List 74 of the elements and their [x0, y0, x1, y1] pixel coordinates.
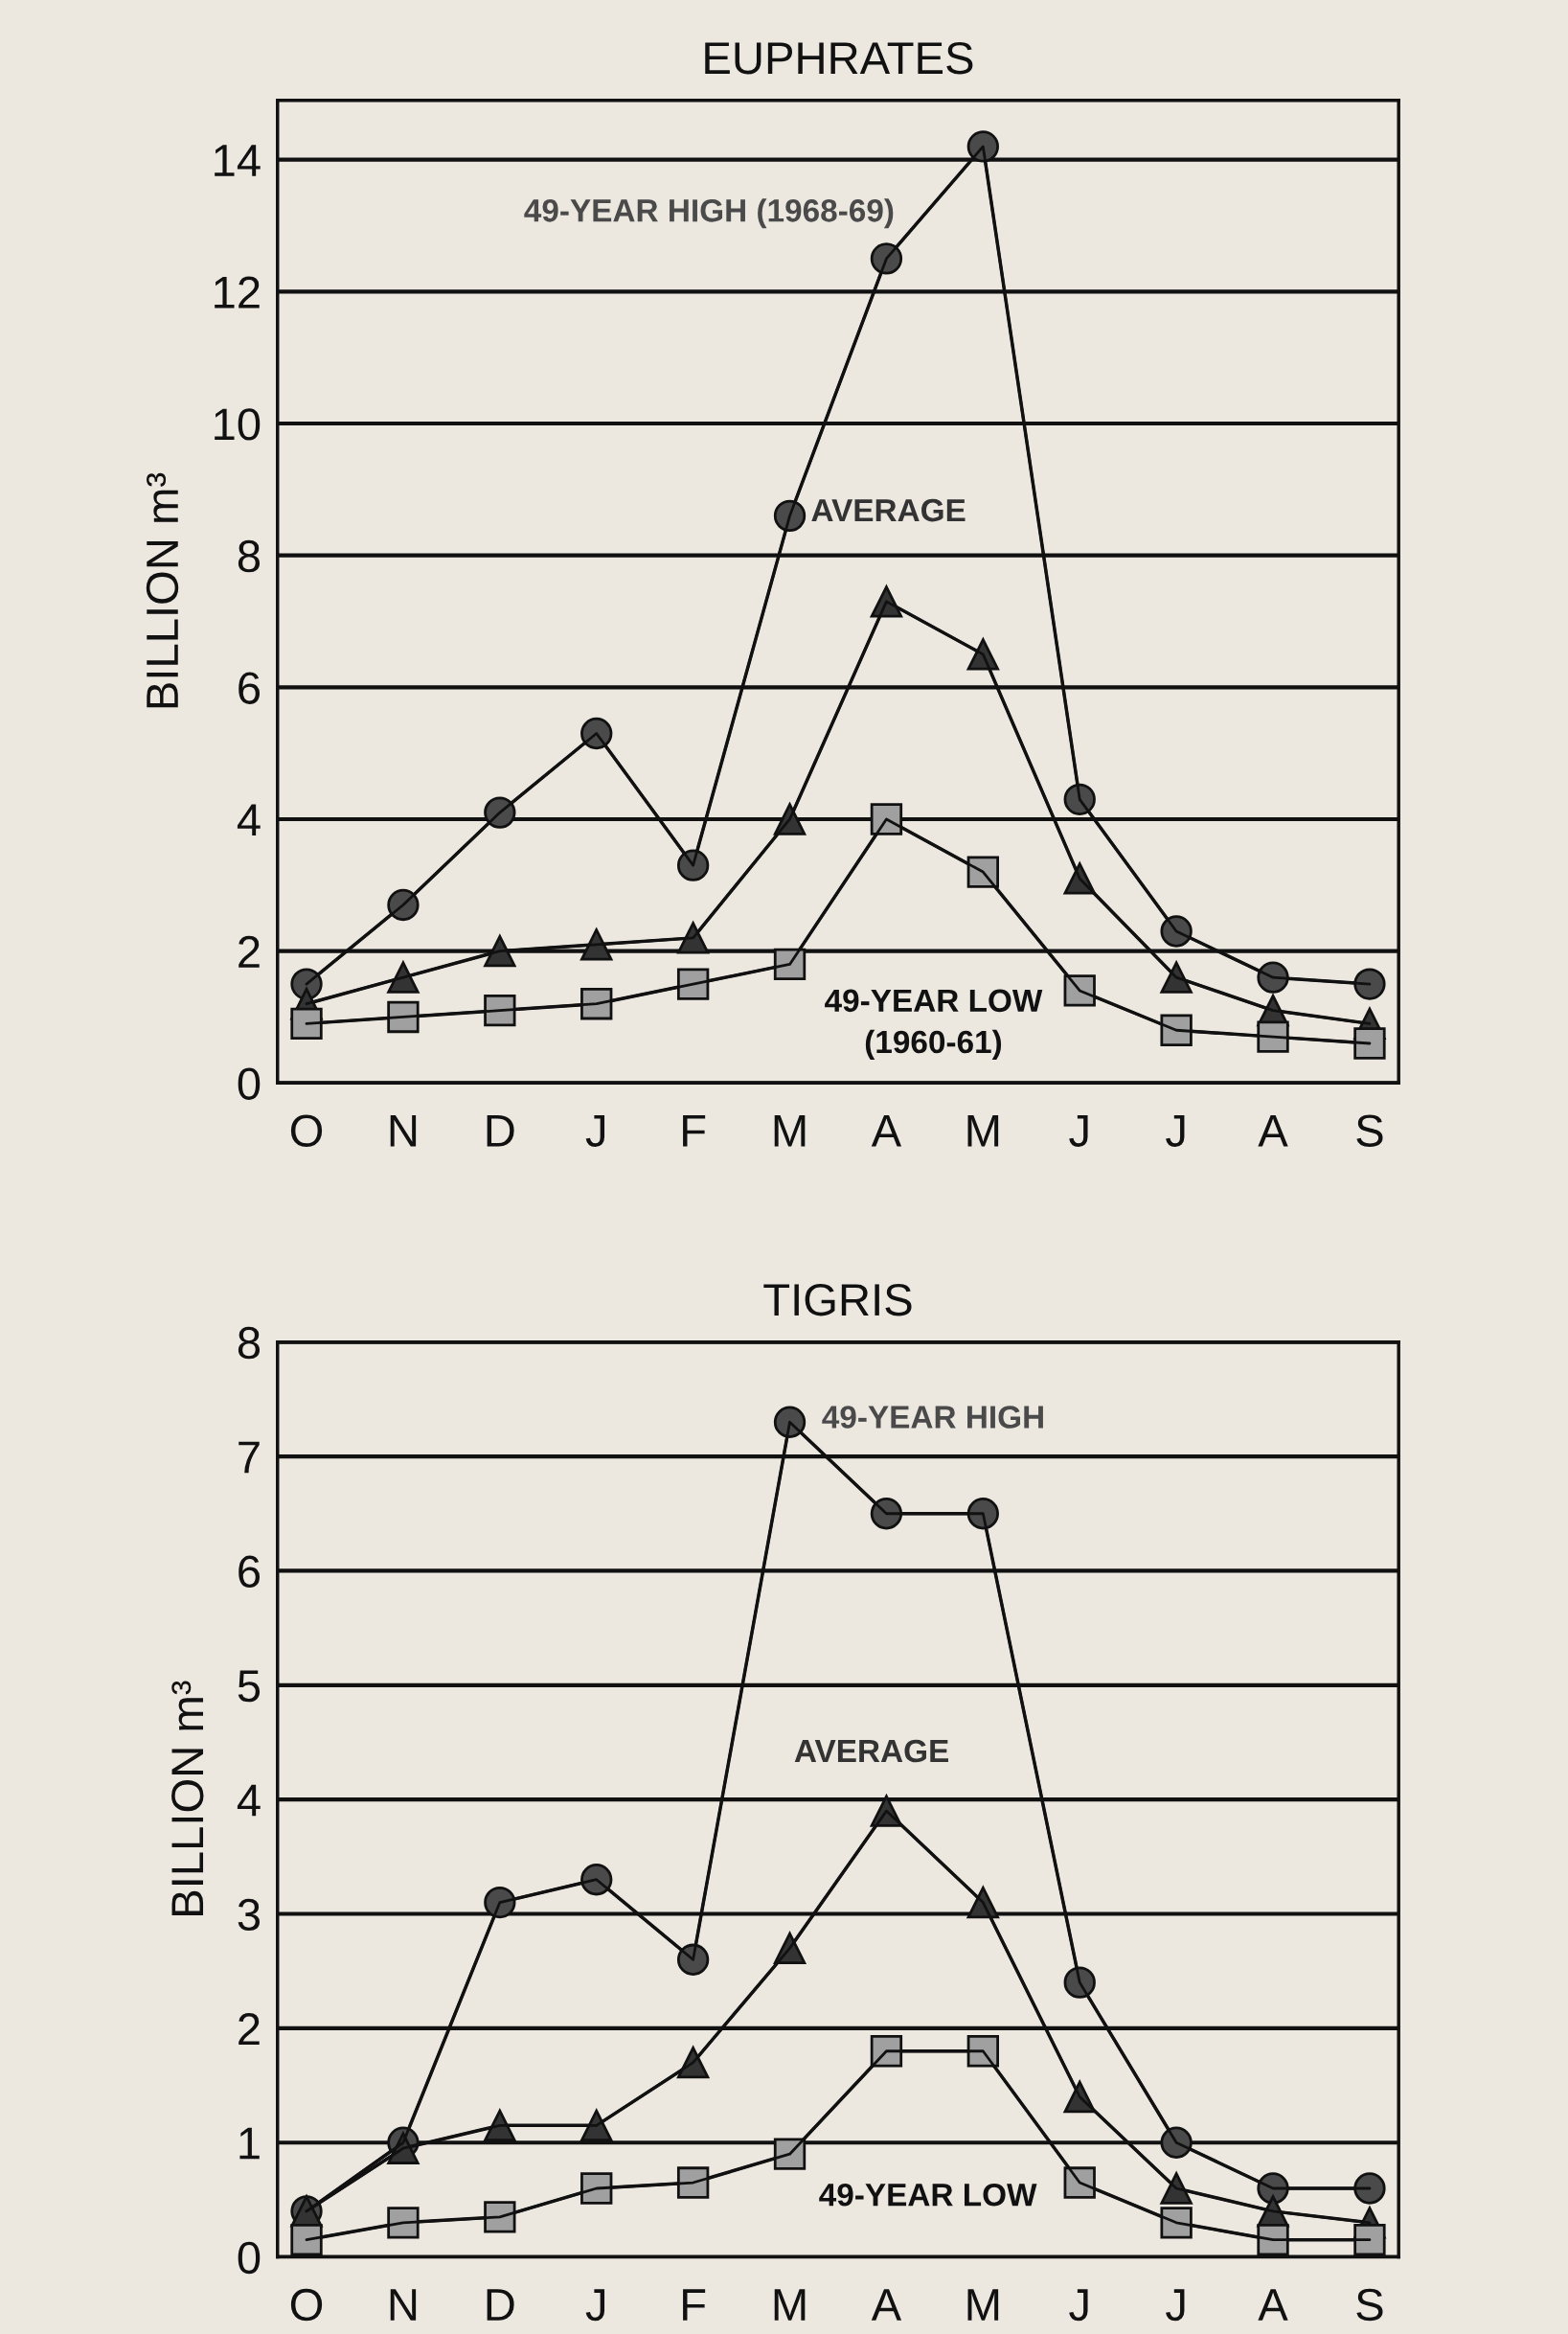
- series-label: 49-YEAR LOW: [819, 2183, 1037, 2207]
- x-tick-label: A: [871, 1114, 902, 1147]
- x-tick-label: J: [585, 1114, 605, 1147]
- y-tick-label: 14: [215, 145, 261, 176]
- x-tick-label: J: [585, 2289, 605, 2322]
- point: [1353, 2172, 1386, 2205]
- point: [484, 2201, 516, 2233]
- series-label: 49-YEAR HIGH (1968-69): [524, 198, 894, 229]
- x-tick-label: O: [290, 1114, 323, 1147]
- point: [1257, 1020, 1289, 1053]
- x-tick-label: A: [1258, 2289, 1288, 2321]
- point: [676, 2166, 710, 2199]
- point: [290, 2224, 323, 2256]
- x-tick-label: M: [774, 2289, 806, 2321]
- x-tick-label: F: [683, 2289, 706, 2321]
- point: [1353, 2224, 1386, 2256]
- point: [676, 922, 710, 954]
- x-tick-label: S: [1356, 2288, 1383, 2322]
- y-tick-label: 4: [237, 1784, 261, 1817]
- y-axis-title: BILLION m³: [171, 1681, 204, 1915]
- chart-title: TIGRIS: [763, 1283, 912, 1316]
- x-tick-label: N: [390, 2289, 417, 2321]
- series-label: AVERAGE: [794, 1739, 948, 1763]
- point: [580, 928, 613, 961]
- point: [676, 968, 710, 1000]
- chart-title: EUPHRATES: [705, 42, 973, 75]
- y-tick-label: 8: [238, 1326, 261, 1360]
- x-tick-label: N: [390, 1114, 417, 1147]
- y-tick-label: 2: [239, 2013, 260, 2045]
- point: [773, 948, 807, 981]
- point: [580, 988, 613, 1020]
- y-tick-label: 2: [239, 935, 260, 968]
- y-tick-label: 10: [215, 408, 261, 441]
- point: [1160, 2207, 1193, 2239]
- y-axis-title: BILLION m³: [146, 472, 179, 708]
- y-tick-label: 8: [238, 539, 261, 573]
- point: [386, 959, 420, 994]
- y-tick-label: 1: [239, 2127, 260, 2160]
- point: [1353, 1027, 1386, 1060]
- point: [387, 2207, 420, 2239]
- point: [580, 2109, 613, 2142]
- x-tick-label: A: [871, 2289, 902, 2321]
- x-tick-label: M: [967, 2289, 999, 2321]
- y-tick-label: 3: [238, 1898, 261, 1932]
- text: AVERAGE: [811, 498, 966, 522]
- series-label: 49-YEAR HIGH: [822, 1406, 1043, 1429]
- point: [1160, 961, 1193, 994]
- point: [1160, 1014, 1193, 1046]
- y-tick-label: 0: [238, 1067, 261, 1100]
- x-tick-label: J: [1069, 2289, 1088, 2322]
- y-tick-label: 6: [239, 672, 261, 704]
- point: [1257, 2224, 1289, 2256]
- series-label: 49-YEAR LOW (1960-61): [825, 989, 1043, 1060]
- y-tick-label: 7: [239, 1441, 260, 1474]
- x-tick-label: F: [683, 1114, 706, 1147]
- point: [484, 994, 516, 1027]
- y-tick-label: 12: [215, 276, 260, 309]
- x-tick-label: M: [967, 1114, 999, 1147]
- x-tick-label: D: [487, 2289, 514, 2321]
- point: [1353, 968, 1386, 1000]
- x-tick-label: J: [1069, 1114, 1088, 1147]
- x-tick-label: D: [487, 1114, 514, 1147]
- x-tick-label: J: [1166, 1114, 1185, 1147]
- y-tick-label: 6: [239, 1555, 261, 1588]
- point: [387, 1000, 420, 1034]
- point: [290, 1007, 323, 1041]
- y-tick-label: 0: [238, 2241, 261, 2275]
- x-tick-label: O: [290, 2288, 323, 2322]
- x-tick-label: A: [1258, 1114, 1288, 1147]
- x-tick-label: M: [774, 1114, 806, 1147]
- y-tick-label: 4: [237, 804, 261, 836]
- y-tick-label: 5: [238, 1670, 261, 1703]
- x-tick-label: J: [1166, 2289, 1185, 2322]
- x-tick-label: S: [1356, 1114, 1383, 1147]
